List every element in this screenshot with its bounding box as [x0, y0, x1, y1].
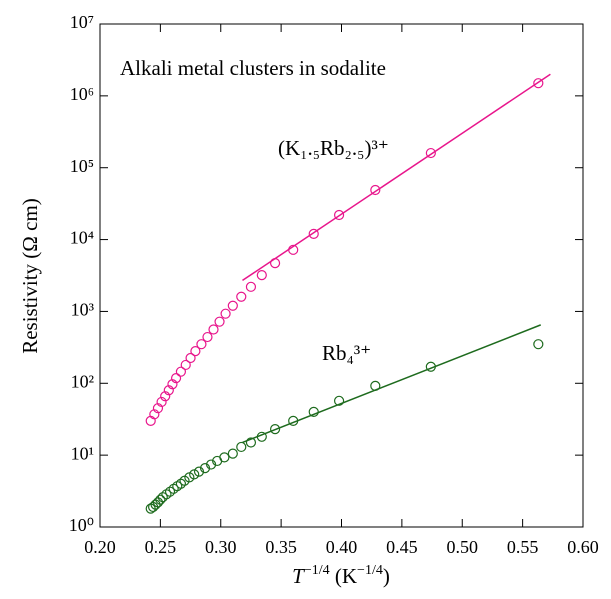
data-point [236, 291, 247, 302]
data-point [163, 385, 174, 396]
data-point [185, 352, 196, 364]
data-point [288, 244, 299, 255]
y-axis-label: Resistivity (Ω cm) [18, 198, 42, 354]
data-point [214, 316, 225, 327]
y-tick-label: 10⁶ [70, 84, 94, 104]
x-tick-label: 0.50 [447, 537, 479, 557]
y-tick-label: 10⁰ [69, 515, 94, 535]
data-point [149, 409, 160, 420]
x-tick-label: 0.45 [386, 537, 418, 557]
data-point [180, 359, 191, 371]
x-axis-label-part: ) [383, 564, 390, 588]
x-tick-label: 0.35 [265, 537, 297, 557]
data-point [333, 395, 345, 406]
data-point [333, 209, 345, 221]
data-point [208, 324, 219, 335]
data-point [189, 469, 200, 480]
series-label: (K₁.₅Rb₂.₅)³⁺ [278, 136, 389, 160]
data-point [190, 346, 201, 357]
data-point [236, 441, 247, 453]
data-point [175, 478, 187, 489]
data-point [205, 459, 217, 470]
data-point [175, 366, 187, 377]
y-tick-label: 10¹ [71, 443, 94, 463]
x-tick-label: 0.60 [567, 537, 599, 557]
data-point [202, 331, 213, 343]
y-tick-label: 10² [71, 371, 94, 391]
data-point [193, 466, 205, 477]
data-point [156, 396, 167, 408]
y-tick-label: 10⁵ [70, 156, 94, 176]
x-axis-label-part: −1/4 [357, 563, 383, 578]
data-point [370, 184, 381, 196]
data-point [199, 463, 211, 474]
data-point [170, 373, 182, 384]
fit-line [242, 324, 542, 444]
series-label: Rb₄³⁺ [322, 341, 371, 365]
data-point [160, 391, 171, 402]
chart-title: Alkali metal clusters in sodalite [120, 56, 386, 80]
data-point [288, 415, 299, 426]
data-point [155, 494, 166, 505]
data-point [269, 258, 281, 269]
x-tick-label: 0.25 [145, 537, 177, 557]
plot-frame [99, 23, 584, 528]
data-point [425, 147, 436, 159]
x-tick-label: 0.20 [84, 537, 116, 557]
data-point [227, 300, 238, 311]
data-point [308, 228, 319, 239]
data-point [269, 424, 281, 435]
data-point [164, 486, 176, 497]
y-tick-label: 10³ [71, 300, 95, 320]
x-tick-label: 0.30 [205, 537, 237, 557]
y-tick-label: 10⁷ [70, 12, 94, 32]
data-point [425, 361, 436, 372]
data-point [227, 448, 238, 459]
data-point [533, 78, 544, 89]
data-point [152, 403, 164, 414]
fit-line [242, 73, 551, 282]
data-point [196, 339, 207, 350]
data-point [308, 406, 319, 417]
data-point [370, 380, 381, 391]
y-tick-label: 10⁴ [70, 228, 94, 248]
x-axis-label-part: −1/4 [304, 563, 330, 578]
data-point [167, 379, 178, 390]
data-point [219, 452, 230, 463]
x-axis-label: T−1/4 (K−1/4) [292, 563, 390, 588]
x-tick-label: 0.40 [326, 537, 358, 557]
data-point [157, 492, 168, 503]
data-point [256, 431, 267, 442]
data-point [220, 308, 231, 319]
data-point [245, 437, 257, 448]
data-point [256, 270, 267, 281]
x-axis-label-part: T [292, 564, 305, 588]
data-point [245, 281, 257, 292]
data-point [533, 339, 544, 350]
x-tick-label: 0.55 [507, 537, 539, 557]
x-axis-label-part: (K [330, 564, 357, 588]
